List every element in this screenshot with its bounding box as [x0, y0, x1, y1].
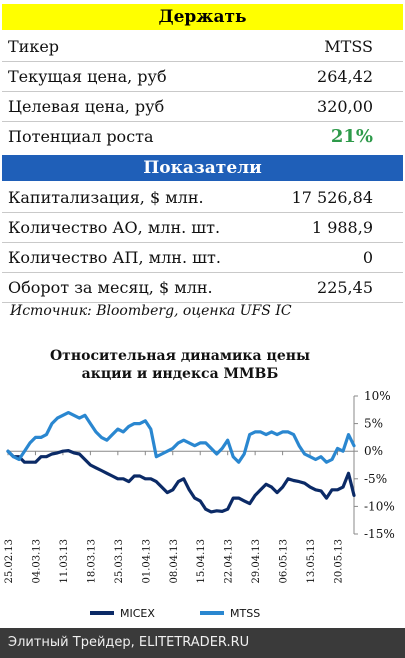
divider	[2, 272, 403, 273]
preferred-shares-label: Количество АП, млн. шт.	[8, 248, 221, 267]
ticker-value: MTSS	[324, 37, 373, 56]
growth-potential-label: Потенциал роста	[8, 127, 154, 146]
capitalization-label: Капитализация, $ млн.	[8, 188, 204, 207]
x-tick-label: 13.05.13	[306, 539, 317, 584]
ticker-row: Тикер MTSS	[2, 32, 403, 61]
x-tick-label: 20.05.13	[334, 539, 345, 584]
y-tick-label: -15%	[364, 527, 395, 541]
current-price-row: Текущая цена, руб 264,42	[2, 62, 403, 91]
x-tick-label: 06.05.13	[279, 539, 290, 584]
x-tick-label: 04.03.13	[31, 539, 42, 584]
site-footer: Элитный Трейдер, ELITETRADER.RU	[0, 628, 405, 658]
y-tick-label: 0%	[364, 444, 383, 458]
current-price-label: Текущая цена, руб	[8, 67, 167, 86]
preferred-shares-value: 0	[362, 248, 373, 267]
ticker-label: Тикер	[8, 37, 60, 56]
divider	[2, 212, 403, 213]
chart-title-line-1: Относительная динамика цены	[49, 348, 311, 364]
y-tick-label: -10%	[364, 499, 395, 513]
y-tick-label: 5%	[364, 417, 383, 431]
x-tick-label: 25.02.13	[4, 539, 15, 584]
series-line-mtss	[6, 411, 356, 464]
growth-potential-value: 21%	[330, 126, 373, 147]
target-price-label: Целевая цена, руб	[8, 97, 165, 116]
divider	[2, 302, 403, 303]
chart-title-line-2: акции и индекса ММВБ	[81, 366, 279, 382]
x-tick-label: 22.04.13	[224, 539, 235, 584]
y-tick-label: -5%	[364, 472, 387, 486]
monthly-turnover-row: Оборот за месяц, $ млн. 225,45	[2, 273, 403, 302]
x-tick-label: 15.04.13	[196, 539, 207, 584]
legend-label-micex: MICEX	[120, 607, 155, 620]
x-tick-label: 29.04.13	[251, 539, 262, 584]
divider	[2, 91, 403, 92]
legend-label-mtss: MTSS	[230, 607, 260, 620]
monthly-turnover-value: 225,45	[317, 278, 373, 297]
growth-potential-row: Потенциал роста 21%	[2, 122, 403, 151]
target-price-row: Целевая цена, руб 320,00	[2, 92, 403, 121]
source-note: Источник: Bloomberg, оценка UFS IC	[10, 303, 292, 319]
capitalization-value: 17 526,84	[291, 188, 373, 207]
divider	[2, 242, 403, 243]
price-dynamics-chart: -15% -10% -5% 0% 5% 10% 25.02.13 04.03.13 11.03.…	[4, 389, 395, 620]
target-price-value: 320,00	[317, 97, 373, 116]
x-tick-label: 11.03.13	[59, 539, 70, 584]
current-price-value: 264,42	[317, 67, 373, 86]
divider	[2, 121, 403, 122]
x-tick-label: 01.04.13	[141, 539, 152, 584]
footer-text: Элитный Трейдер, ELITETRADER.RU	[8, 635, 250, 650]
common-shares-label: Количество АО, млн. шт.	[8, 218, 221, 237]
monthly-turnover-label: Оборот за месяц, $ млн.	[8, 278, 213, 297]
x-tick-label: 08.04.13	[169, 539, 180, 584]
preferred-shares-row: Количество АП, млн. шт. 0	[2, 243, 403, 272]
series-line-micex	[6, 448, 356, 514]
capitalization-row: Капитализация, $ млн. 17 526,84	[2, 183, 403, 212]
divider	[2, 61, 403, 62]
common-shares-value: 1 988,9	[311, 218, 373, 237]
y-tick-label: 10%	[364, 389, 391, 403]
hold-header: Держать	[2, 4, 403, 30]
indicators-header: Показатели	[2, 155, 403, 181]
x-tick-label: 25.03.13	[114, 539, 125, 584]
common-shares-row: Количество АО, млн. шт. 1 988,9	[2, 213, 403, 242]
x-tick-label: 18.03.13	[86, 539, 97, 584]
